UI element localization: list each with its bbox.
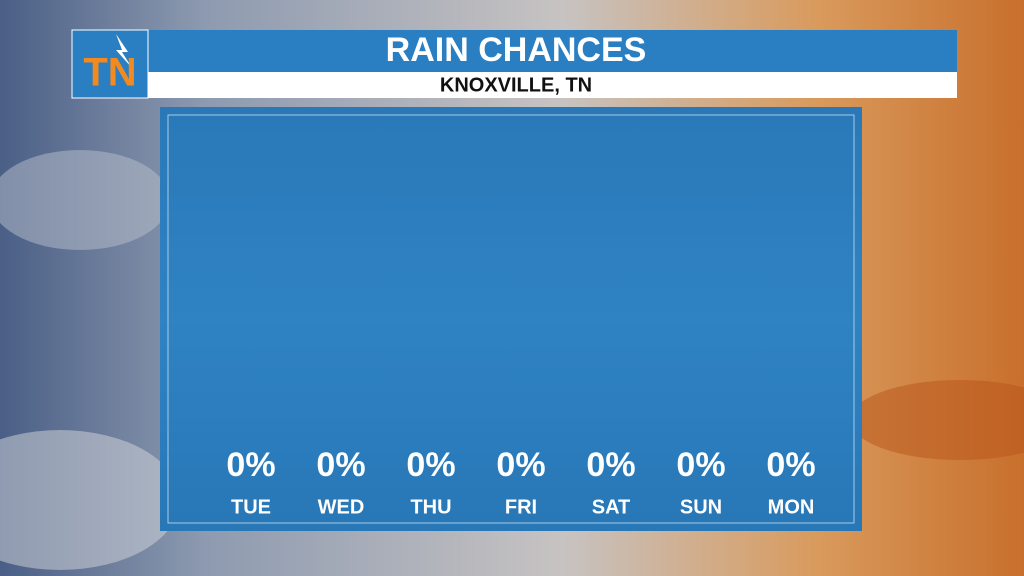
panel-border [167, 114, 855, 524]
day-label: TUE [231, 496, 271, 518]
day-label: FRI [505, 496, 537, 518]
logo-bolt [116, 34, 132, 68]
chart-panel [160, 107, 862, 531]
logo-box [71, 29, 149, 99]
value-label: 0% [496, 446, 545, 484]
value-label: 0% [226, 446, 275, 484]
cloud [0, 430, 180, 570]
day-label: MON [768, 496, 815, 518]
cloud [0, 150, 170, 250]
day-label: WED [318, 496, 365, 518]
chart-subtitle: KNOXVILLE, TN [440, 74, 592, 96]
chart-title: RAIN CHANCES [386, 31, 647, 69]
value-label: 0% [766, 446, 815, 484]
value-label: 0% [316, 446, 365, 484]
day-label: SUN [680, 496, 722, 518]
cloud [850, 380, 1024, 460]
day-label: SAT [592, 496, 631, 518]
subheader-bar [148, 72, 957, 98]
value-label: 0% [406, 446, 455, 484]
day-label: THU [410, 496, 451, 518]
value-label: 0% [676, 446, 725, 484]
value-label: 0% [586, 446, 635, 484]
logo-text: TN [83, 51, 136, 95]
header-bar [72, 30, 957, 72]
